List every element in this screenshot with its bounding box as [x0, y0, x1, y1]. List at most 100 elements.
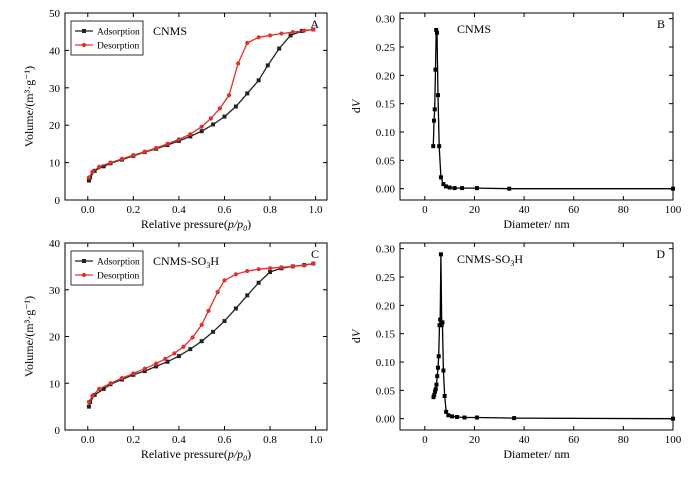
data-point	[245, 40, 250, 46]
y-tick-label: 30	[49, 285, 61, 297]
data-point	[267, 33, 273, 38]
data-point	[172, 351, 177, 356]
data-point	[302, 28, 307, 33]
x-tick-label: 40	[519, 434, 531, 446]
data-point	[447, 185, 452, 190]
plot-frame	[399, 242, 674, 431]
x-tick-label: 40	[519, 204, 531, 216]
data-point	[119, 376, 125, 381]
data-point	[435, 93, 440, 98]
data-point	[165, 359, 170, 364]
y-tick-label: 0.00	[376, 184, 396, 196]
data-point	[217, 106, 223, 111]
y-axis-label: dV	[349, 328, 363, 343]
data-point	[208, 116, 213, 121]
data-point	[434, 382, 439, 387]
x-tick-label: 0.2	[126, 204, 140, 216]
y-tick-label: 40	[49, 238, 61, 250]
data-point	[302, 263, 307, 268]
legend-marker	[81, 272, 87, 278]
data-point	[462, 415, 467, 420]
data-point	[460, 186, 465, 191]
y-axis-label: dV	[349, 98, 363, 113]
x-tick-label: 1.0	[309, 434, 323, 446]
data-point	[154, 361, 159, 366]
x-tick-label: 20	[469, 204, 481, 216]
x-tick-label: 60	[568, 434, 580, 446]
panel-letter: D	[656, 247, 665, 261]
data-point	[435, 374, 440, 379]
data-point	[154, 145, 159, 151]
data-point	[188, 132, 193, 137]
data-point	[226, 93, 232, 98]
panel-d: Diameter/ nm dV CNMS-SO3H	[349, 242, 675, 461]
legend-box	[70, 250, 144, 286]
x-tick-label: 0.0	[81, 204, 95, 216]
y-tick-label: 0.30	[376, 14, 396, 26]
y-tick-label: 50	[49, 8, 61, 20]
data-point	[199, 339, 204, 344]
data-point	[86, 175, 92, 180]
legend-box	[70, 20, 144, 56]
data-point	[279, 265, 284, 270]
data-point	[199, 124, 204, 129]
panel-letter: A	[310, 17, 319, 31]
data-point	[211, 122, 216, 127]
legend-label: Adsorption	[97, 28, 140, 38]
data-point	[236, 61, 241, 66]
data-point	[222, 278, 227, 283]
data-point	[233, 104, 238, 109]
x-tick-label: 80	[618, 434, 630, 446]
data-point	[435, 365, 440, 370]
y-tick-label: 0.05	[376, 155, 396, 167]
data-point	[97, 164, 102, 169]
data-point	[245, 268, 250, 274]
y-tick-label: 0.15	[376, 99, 396, 111]
y-tick-label: 0.15	[376, 329, 396, 341]
x-tick-label: 0.4	[172, 204, 186, 216]
data-point	[176, 354, 181, 359]
data-point	[97, 386, 102, 391]
y-tick-label: 0.20	[376, 70, 396, 82]
data-point	[101, 164, 106, 169]
data-point	[256, 35, 261, 40]
data-point	[119, 156, 125, 161]
data-point	[154, 364, 159, 369]
data-point	[86, 404, 91, 409]
y-tick-label: 0.05	[376, 385, 396, 397]
x-tick-label: 0.2	[126, 434, 140, 446]
data-point	[671, 416, 675, 421]
y-axis-label: Volume/(m³·g⁻¹)	[22, 66, 36, 147]
data-point	[199, 129, 204, 134]
data-point	[431, 144, 436, 149]
y-tick-label: 0.30	[376, 244, 396, 256]
data-point	[433, 67, 438, 72]
y-tick-label: 0.20	[376, 300, 396, 312]
x-tick-label: 0.6	[218, 204, 232, 216]
plot-frame	[64, 12, 328, 201]
data-point	[188, 134, 193, 139]
sample-annotation: CNMS	[457, 22, 491, 36]
data-point	[441, 182, 446, 187]
x-tick-label: 60	[568, 204, 580, 216]
data-point	[163, 356, 168, 362]
x-tick-label: 1.0	[309, 204, 323, 216]
data-point	[277, 46, 282, 51]
legend-marker	[82, 29, 86, 33]
data-point	[190, 335, 195, 340]
x-tick-label: 0	[422, 204, 428, 216]
data-point	[434, 28, 439, 32]
x-tick-label: 100	[665, 434, 682, 446]
data-point	[233, 272, 238, 277]
data-point	[450, 414, 455, 419]
data-point	[446, 413, 451, 418]
data-point	[432, 392, 437, 397]
x-tick-label: 0.8	[263, 434, 277, 446]
y-tick-label: 20	[49, 332, 61, 344]
y-tick-label: 0	[55, 195, 61, 207]
data-point	[142, 149, 147, 154]
data-point	[439, 323, 444, 328]
data-point	[432, 107, 437, 112]
data-point	[288, 33, 293, 38]
y-tick-label: 20	[49, 120, 61, 132]
